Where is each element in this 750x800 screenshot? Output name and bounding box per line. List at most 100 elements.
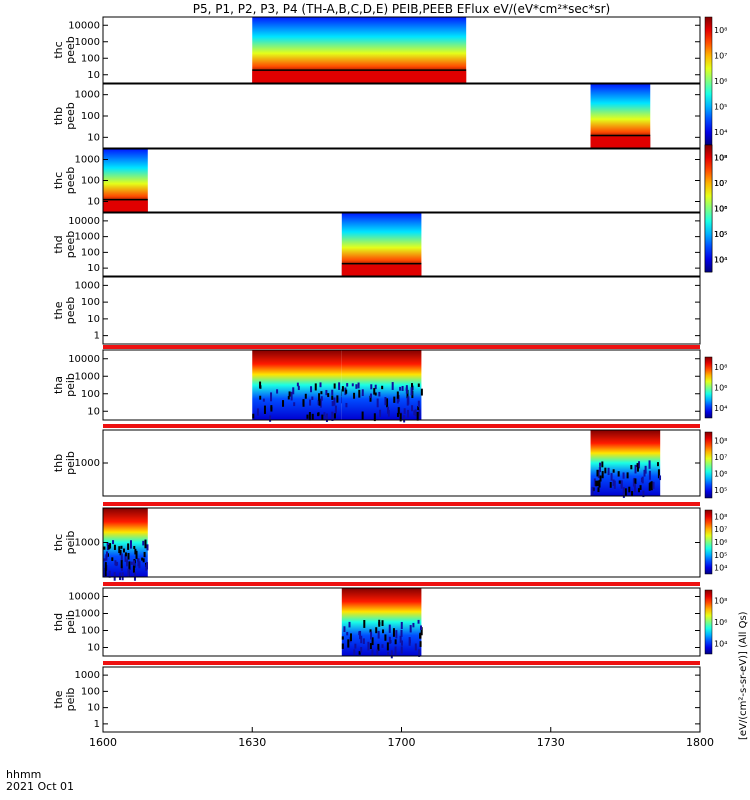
flux-speckle (119, 549, 122, 556)
flux-speckle (276, 389, 279, 394)
y-axis-label: thc (52, 172, 65, 189)
flux-speckle (132, 564, 135, 573)
flux-speckle (378, 391, 381, 397)
y-axis-label: the (52, 301, 65, 319)
data-block-thc-peib-0 (103, 508, 148, 577)
x-tick-label: 1600 (89, 736, 117, 749)
y-tick-label: 1000 (75, 458, 100, 469)
flux-speckle (357, 382, 360, 389)
flux-speckle (417, 400, 420, 408)
flux-speckle (392, 628, 395, 637)
colorbar (704, 509, 713, 575)
flux-speckle (599, 475, 602, 482)
flux-speckle (381, 644, 384, 648)
y-tick-label: 10 (87, 70, 100, 81)
flux-speckle (331, 389, 334, 395)
flux-speckle (126, 559, 129, 567)
flux-speckle (626, 472, 629, 479)
flux-speckle (652, 481, 655, 489)
y-axis-label: thd (52, 235, 65, 253)
y-tick-label: 10 (87, 132, 100, 143)
flux-speckle (388, 624, 391, 633)
flux-speckle (333, 383, 336, 389)
flux-speckle (410, 387, 413, 396)
low-energy-band (401, 71, 467, 83)
panel-frame (102, 507, 701, 578)
colorbar-tick-label: 10⁴ (714, 404, 727, 413)
flux-speckle (377, 630, 380, 639)
fill-strip (103, 661, 700, 665)
colorbar-tick-label: 10⁶ (714, 205, 727, 214)
flux-speckle (607, 467, 610, 476)
flux-speckle (122, 548, 125, 553)
flux-speckle (400, 629, 403, 637)
flux-speckle (262, 398, 265, 402)
panel-the-peib: 1 10 100 1000 the peib (52, 666, 701, 733)
low-energy-band (103, 200, 148, 212)
flux-speckle (622, 472, 625, 479)
y-axis-label: peeb (64, 102, 77, 130)
y-tick-label: 10000 (68, 592, 100, 603)
flux-speckle (334, 405, 337, 413)
panel-frame (102, 349, 701, 421)
panel-frame (102, 148, 701, 213)
flux-speckle (111, 557, 114, 561)
flux-speckle (596, 469, 599, 477)
flux-speckle (400, 621, 403, 629)
y-tick-label: 10 (87, 406, 100, 417)
flux-speckle (597, 469, 600, 478)
colorbar-tick-label: 10⁷ (714, 179, 727, 188)
flux-speckle (345, 402, 348, 408)
flux-speckle (256, 408, 259, 416)
flux-speckle (414, 409, 417, 417)
colorbar-tick-label: 10⁴ (714, 128, 727, 137)
colorbar-tick-label: 10⁷ (714, 179, 727, 188)
colorbar-tick-label: 10⁸ (714, 154, 727, 163)
flux-speckle (106, 551, 109, 558)
flux-speckle (293, 402, 296, 407)
flux-speckle (113, 544, 116, 550)
flux-speckle (399, 413, 402, 422)
flux-speckle (643, 469, 646, 477)
flux-speckle (141, 557, 144, 561)
flux-speckle (648, 470, 651, 480)
flux-speckle (634, 478, 637, 485)
flux-speckle (360, 647, 363, 653)
flux-speckle (310, 386, 313, 393)
y-tick-label: 1000 (75, 155, 100, 166)
flux-speckle (400, 640, 403, 646)
flux-speckle (613, 480, 616, 489)
colorbar-tick-label: 10⁶ (714, 205, 727, 214)
flux-speckle (399, 386, 402, 391)
flux-speckle (376, 398, 379, 408)
flux-speckle (133, 545, 136, 550)
flux-speckle (292, 387, 295, 395)
flux-speckle (399, 635, 402, 643)
colorbar-tick-label: 10⁸ (714, 363, 727, 372)
y-axis-label: peib (64, 531, 77, 555)
y-axis-label: peeb (64, 36, 77, 64)
flux-speckle (259, 381, 262, 389)
flux-speckle (343, 626, 346, 633)
flux-speckle (134, 548, 137, 555)
flux-speckle (638, 461, 641, 469)
flux-speckle (336, 395, 339, 403)
colorbar-tick-label: 10⁷ (714, 525, 727, 534)
flux-speckle (387, 409, 390, 417)
fill-strip (103, 582, 700, 586)
flux-speckle (269, 415, 272, 422)
flux-speckle (302, 399, 305, 407)
colorbar-tick-label: 10⁵ (714, 230, 727, 239)
flux-speckle (288, 391, 291, 397)
colorbar-tick-label: 10⁵ (714, 103, 727, 112)
flux-speckle (287, 396, 290, 400)
colorbar-tick-label: 10⁸ (714, 436, 727, 445)
flux-speckle (325, 413, 328, 423)
flux-speckle (641, 476, 644, 484)
flux-speckle (420, 627, 423, 636)
flux-speckle (282, 400, 285, 407)
chart-title: P5, P1, P2, P3, P4 (TH-A,B,C,D,E) PEIB,P… (192, 2, 611, 16)
